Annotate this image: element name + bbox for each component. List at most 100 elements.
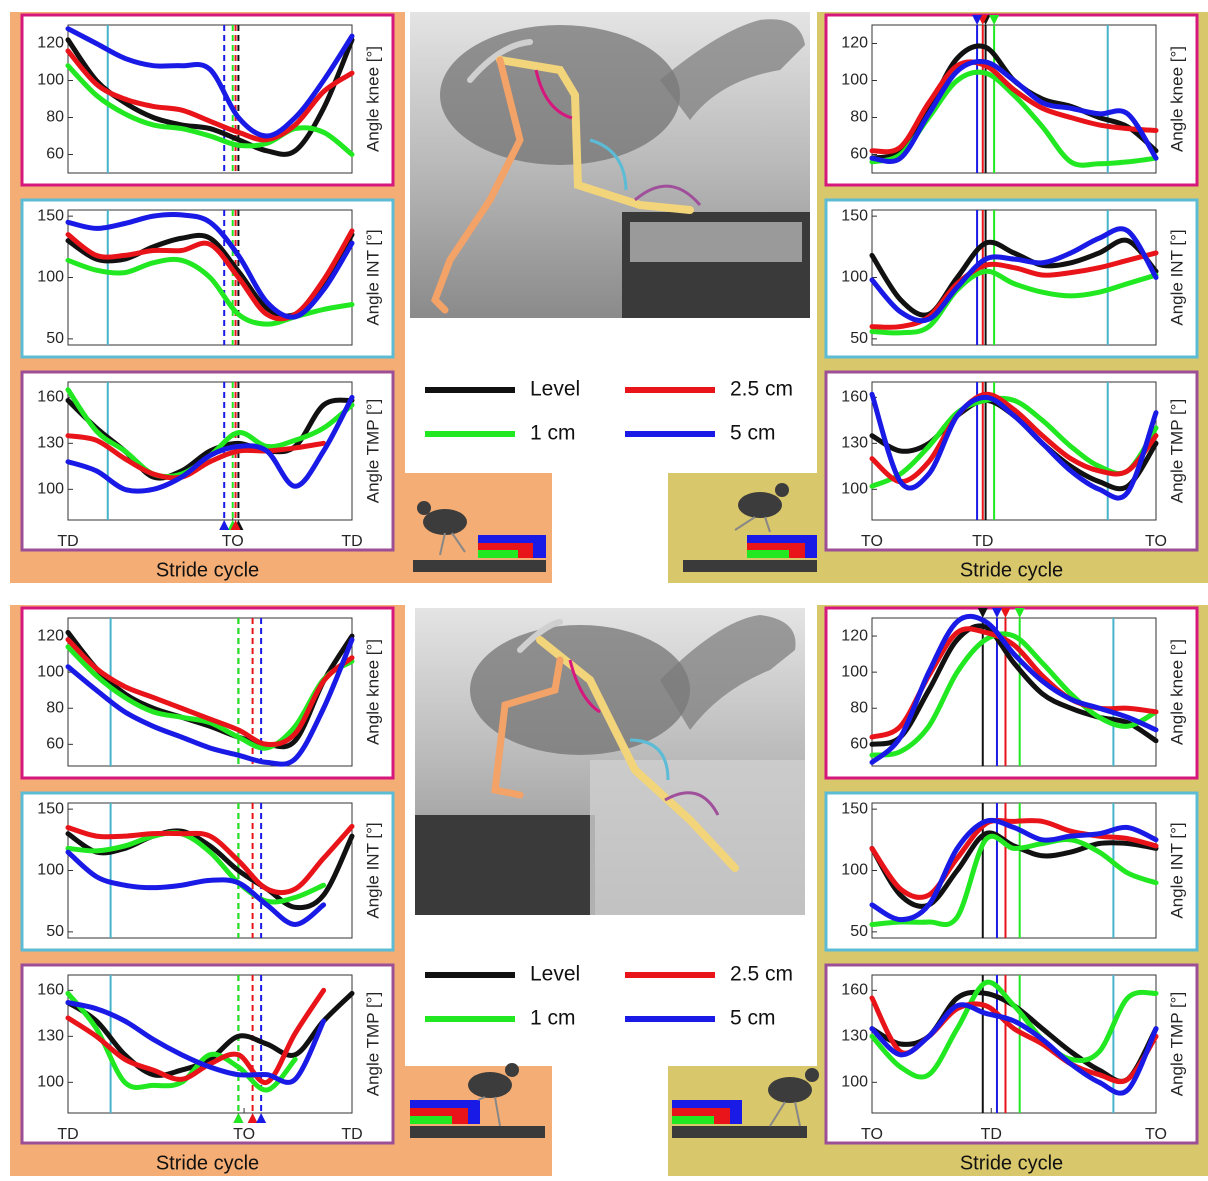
y-axis-label: Angle TMP [°] <box>1167 399 1186 503</box>
series-line <box>65 63 355 157</box>
series-line <box>869 395 1159 489</box>
y-tick-label: 60 <box>850 736 868 753</box>
event-marker <box>972 15 983 25</box>
series-line <box>65 823 355 896</box>
x-tick-label: TO <box>222 533 244 550</box>
y-tick-label: 80 <box>46 109 64 126</box>
series-line <box>65 987 327 1085</box>
chart-panel: 100 130 160 TO TD TO Angle TMP [°] Stride cycle <box>824 370 1199 581</box>
y-tick-label: 80 <box>46 699 64 716</box>
series-line <box>869 1002 1159 1096</box>
x-tick-label: TD <box>341 533 362 550</box>
legends: Level 1 cm 2.5 cm 5 cm Level 1 cm 2.5 cm 5 cm <box>425 378 793 1030</box>
event-marker <box>247 1113 258 1123</box>
y-tick-label: 80 <box>850 109 868 126</box>
y-axis-label: Angle knee [°] <box>363 46 382 152</box>
xray-top <box>410 12 810 318</box>
series-line <box>65 644 355 751</box>
y-tick-label: 120 <box>841 35 868 52</box>
series-line <box>869 817 1159 923</box>
series-line <box>869 59 1159 164</box>
y-axis-label: Angle knee [°] <box>1167 639 1186 745</box>
series-line <box>869 237 1159 318</box>
series-line <box>869 613 1159 765</box>
series-line <box>65 637 355 767</box>
series-line <box>869 59 1159 155</box>
x-axis-label: Stride cycle <box>156 559 259 581</box>
y-tick-label: 120 <box>841 627 868 644</box>
chart-panel: 50 100 150 Angle INT [°] <box>824 791 1199 952</box>
x-axis-label: Stride cycle <box>960 559 1063 581</box>
y-tick-label: 50 <box>46 923 64 940</box>
x-tick-label: TD <box>972 533 993 550</box>
event-marker <box>1014 608 1025 618</box>
series-line <box>65 48 355 143</box>
chart-panel: 100 130 160 TD TO TD Angle TMP [°] Stride cycle <box>20 963 395 1174</box>
y-tick-label: 100 <box>37 481 64 498</box>
y-axis-label: Angle INT [°] <box>363 229 382 325</box>
y-axis-label: Angle INT [°] <box>1167 229 1186 325</box>
series-line <box>869 268 1159 336</box>
y-tick-label: 100 <box>37 269 64 286</box>
chart-panel: 60 80 100 120 Angle knee [°] <box>20 13 395 187</box>
axes-box <box>871 24 1157 174</box>
x-tick-label: TO <box>861 533 883 550</box>
y-tick-label: 130 <box>841 435 868 452</box>
event-marker <box>219 520 230 530</box>
y-tick-label: 50 <box>850 923 868 940</box>
y-tick-label: 100 <box>841 269 868 286</box>
y-tick-label: 100 <box>37 1074 64 1091</box>
y-tick-label: 80 <box>850 699 868 716</box>
y-tick-label: 150 <box>37 800 64 817</box>
event-marker <box>991 608 1002 618</box>
step-icon-top-left <box>413 501 546 572</box>
y-tick-label: 130 <box>841 1028 868 1045</box>
series-line <box>869 979 1159 1080</box>
series-line <box>65 394 355 494</box>
legend-label: Level <box>530 963 580 986</box>
y-axis-label: Angle knee [°] <box>363 639 382 745</box>
y-tick-label: 100 <box>841 481 868 498</box>
x-tick-label: TD <box>341 1126 362 1143</box>
y-axis-label: Angle TMP [°] <box>363 992 382 1096</box>
y-tick-label: 160 <box>841 982 868 999</box>
series-line <box>65 211 355 320</box>
chart-panel: 50 100 150 Angle INT [°] <box>20 198 395 359</box>
series-line <box>65 830 327 905</box>
y-tick-label: 100 <box>37 862 64 879</box>
series-line <box>869 833 1159 927</box>
y-tick-label: 60 <box>46 736 64 753</box>
chart-panel: 50 100 150 Angle INT [°] <box>20 791 395 952</box>
y-tick-label: 150 <box>37 207 64 224</box>
x-tick-label: TD <box>57 1126 78 1143</box>
chart-panel: 60 80 100 120 Angle knee [°] <box>824 606 1199 780</box>
y-tick-label: 160 <box>37 389 64 406</box>
y-tick-label: 100 <box>841 663 868 680</box>
x-tick-label: TO <box>233 1126 255 1143</box>
y-axis-label: Angle TMP [°] <box>1167 992 1186 1096</box>
y-tick-label: 100 <box>841 72 868 89</box>
y-tick-label: 130 <box>37 435 64 452</box>
y-tick-label: 150 <box>841 800 868 817</box>
y-tick-label: 100 <box>37 72 64 89</box>
series-line <box>869 391 1159 501</box>
legend-label: 5 cm <box>730 422 776 445</box>
legend-label: 1 cm <box>530 1007 576 1030</box>
y-tick-label: 120 <box>37 627 64 644</box>
y-tick-label: 130 <box>37 1028 64 1045</box>
series-line <box>65 629 355 750</box>
series-line <box>65 433 327 481</box>
series-line <box>65 1000 327 1085</box>
y-tick-label: 120 <box>37 35 64 52</box>
series-line <box>869 817 1159 900</box>
chart-panel: 60 80 100 120 Angle knee [°] <box>20 606 395 780</box>
y-tick-label: 160 <box>37 982 64 999</box>
x-tick-label: TO <box>861 1126 883 1143</box>
y-tick-label: 60 <box>850 146 868 163</box>
step-icon-bottom-left <box>410 1063 545 1138</box>
y-tick-label: 160 <box>841 389 868 406</box>
series-line <box>65 849 327 927</box>
y-axis-label: Angle TMP [°] <box>363 399 382 503</box>
event-marker <box>233 1113 244 1123</box>
charts: 60 80 100 120 Angle knee [°] 50 100 150 Angle IN… <box>20 13 1199 1174</box>
